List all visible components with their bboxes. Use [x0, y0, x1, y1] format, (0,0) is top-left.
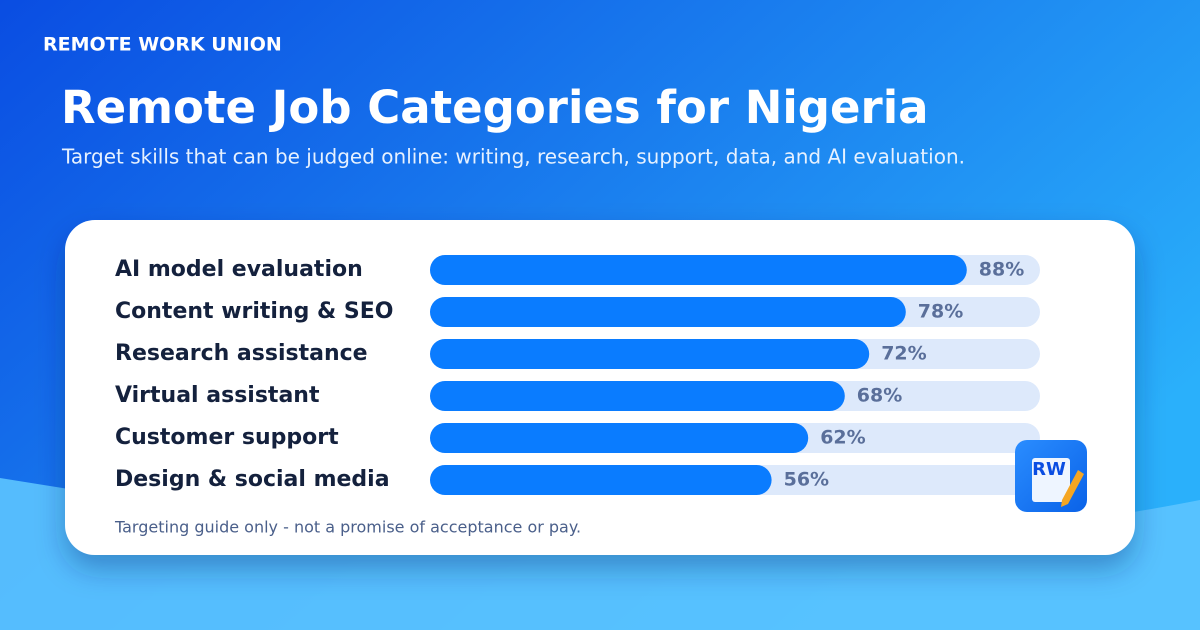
category-label: Research assistance	[115, 341, 368, 366]
value-label: 88%	[979, 259, 1024, 281]
category-label: Virtual assistant	[115, 383, 320, 408]
category-label: Customer support	[115, 425, 339, 450]
logo-paper	[1032, 458, 1070, 502]
bar-rows: AI model evaluation 88% Content writing & …	[115, 255, 1040, 495]
bar	[430, 381, 845, 411]
value-label: 56%	[784, 469, 829, 491]
bar	[430, 297, 906, 327]
value-label: 72%	[881, 343, 926, 365]
bar	[430, 423, 809, 453]
logo-pencil	[1061, 470, 1084, 507]
value-label: 62%	[820, 427, 865, 449]
category-label: Design & social media	[115, 467, 390, 492]
bar	[430, 255, 967, 285]
bar	[430, 339, 870, 369]
category-label: AI model evaluation	[115, 257, 363, 282]
brand: REMOTE WORK UNION	[43, 34, 282, 56]
footnote: Targeting guide only - not a promise of …	[114, 518, 581, 537]
value-label: 78%	[918, 301, 963, 323]
category-label: Content writing & SEO	[115, 299, 393, 324]
logo: RW	[1015, 440, 1087, 512]
logo-text: RW	[1032, 459, 1066, 480]
chart-title: Remote Job Categories for Nigeria	[61, 81, 929, 134]
value-label: 68%	[857, 385, 902, 407]
chart-subtitle: Target skills that can be judged online:…	[61, 145, 965, 169]
bar	[430, 465, 772, 495]
